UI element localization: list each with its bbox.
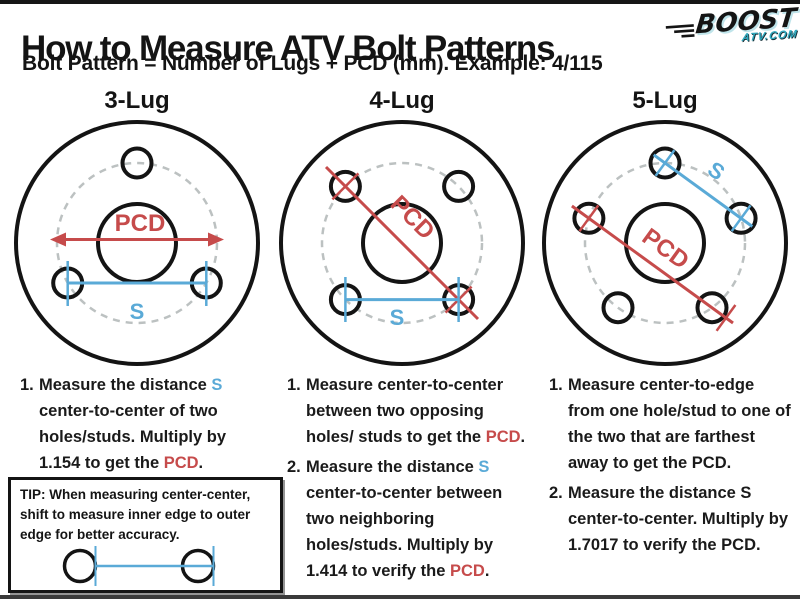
text-segment: . <box>520 428 526 446</box>
boost-atv-logo: BOOST ATV.COM <box>660 3 798 49</box>
pcd-arrowhead-right <box>208 232 224 247</box>
diagram-title-5lug: 5-Lug <box>632 87 698 114</box>
step-number: 1. <box>287 376 301 394</box>
pcd-dashed-circle <box>55 161 219 325</box>
instructions-4lug: 1. Measure center-to-center between two … <box>287 372 526 588</box>
lug-hole <box>572 201 606 235</box>
pcd-tick-bottom <box>715 304 737 332</box>
instructions-3lug: 1. Measure the distance S center-to-cent… <box>20 372 250 480</box>
top-border-strip <box>0 0 800 4</box>
instruction-step: 2. Measure the distance S center-to-cent… <box>549 480 794 558</box>
lug-hole <box>442 169 476 203</box>
pcd-tick-top <box>331 172 360 201</box>
instruction-step: 1. Measure center-to-edge from one hole/… <box>549 372 794 476</box>
wheel-diagram-5lug: S PCD <box>542 120 788 366</box>
tip-measure-diagram <box>62 546 216 586</box>
tip-text: TIP: When measuring center-center, shift… <box>20 487 251 542</box>
pcd-arrowhead-left <box>50 232 66 247</box>
wheel-outer-circle <box>542 120 788 366</box>
step-text: Measure center-to-edge from one hole/stu… <box>568 372 794 476</box>
instruction-step: 2. Measure the distance S center-to-cent… <box>287 454 526 584</box>
pcd-label: PCD <box>637 223 694 275</box>
lug-hole <box>120 146 154 180</box>
instruction-step: 1. Measure center-to-center between two … <box>287 372 526 450</box>
s-label: S <box>390 305 405 330</box>
lug-hole <box>648 146 682 180</box>
text-segment: . <box>484 562 490 580</box>
tip-box: TIP: When measuring center-center, shift… <box>8 477 283 593</box>
text-segment: PCD <box>449 562 485 580</box>
lug-hole <box>724 201 758 235</box>
text-segment: center-to-center of two holes/studs. Mul… <box>39 402 227 472</box>
lug-hole <box>601 291 635 325</box>
wheel-diagram-4lug: PCD S <box>279 120 525 366</box>
lug-hole <box>328 169 362 203</box>
s-measure-line <box>652 153 754 228</box>
step-number: 1. <box>20 376 34 394</box>
instruction-step: 1. Measure the distance S center-to-cent… <box>20 372 250 476</box>
step-number: 2. <box>549 484 563 502</box>
text-segment: S <box>211 376 223 394</box>
s-label: S <box>130 299 145 324</box>
diagram-title-4lug: 4-Lug <box>369 87 435 114</box>
text-segment: Measure the distance <box>306 458 479 476</box>
text-segment: PCD <box>163 454 199 472</box>
pcd-measure-line <box>324 165 480 321</box>
text-segment: center-to-center between two neighboring… <box>306 484 503 580</box>
hub-bore-circle <box>624 202 706 284</box>
text-segment: Measure center-to-edge from one hole/stu… <box>568 376 791 472</box>
text-segment: . <box>198 454 204 472</box>
step-number: 2. <box>287 458 301 476</box>
text-segment: PCD <box>485 428 521 446</box>
text-segment: Measure center-to-center between two opp… <box>306 376 504 446</box>
step-text: Measure the distance S center-to-center … <box>306 454 526 584</box>
pcd-dashed-circle <box>583 161 747 325</box>
logo-text: BOOST ATV.COM <box>694 3 798 47</box>
instructions-5lug: 1. Measure center-to-edge from one hole/… <box>549 372 794 562</box>
page-title: How to Measure ATV Bolt Patterns <box>21 29 556 69</box>
pcd-tick-left <box>578 204 600 232</box>
pcd-label: PCD <box>115 210 166 237</box>
pcd-label: PCD <box>385 190 440 245</box>
text-segment: Measure the distance S center-to-center.… <box>568 484 789 554</box>
hub-bore-circle <box>361 202 443 284</box>
s-tick-right <box>730 204 752 232</box>
s-tick-top <box>654 149 676 177</box>
s-label: S <box>703 156 729 185</box>
step-number: 1. <box>549 376 563 394</box>
wheel-outer-circle <box>14 120 260 366</box>
logo-domain: ATV.COM <box>740 28 798 45</box>
text-segment: Measure the distance <box>39 376 212 394</box>
wheel-diagram-3lug: PCD S <box>14 120 260 366</box>
pcd-dashed-circle <box>320 161 484 325</box>
speed-lines-icon <box>665 23 695 38</box>
lug-hole <box>62 548 98 584</box>
page-subtitle: Bolt Pattern = Number of Lugs + PCD (mm)… <box>22 52 603 75</box>
text-segment: S <box>478 458 490 476</box>
pcd-measure-line <box>571 204 734 325</box>
bottom-border-strip <box>0 595 800 599</box>
step-text: Measure the distance S center-to-center … <box>39 372 250 476</box>
wheel-outer-circle <box>279 120 525 366</box>
lug-hole <box>695 291 729 325</box>
step-text: Measure the distance S center-to-center.… <box>568 480 794 558</box>
step-text: Measure center-to-center between two opp… <box>306 372 526 450</box>
diagram-title-3lug: 3-Lug <box>104 87 170 114</box>
